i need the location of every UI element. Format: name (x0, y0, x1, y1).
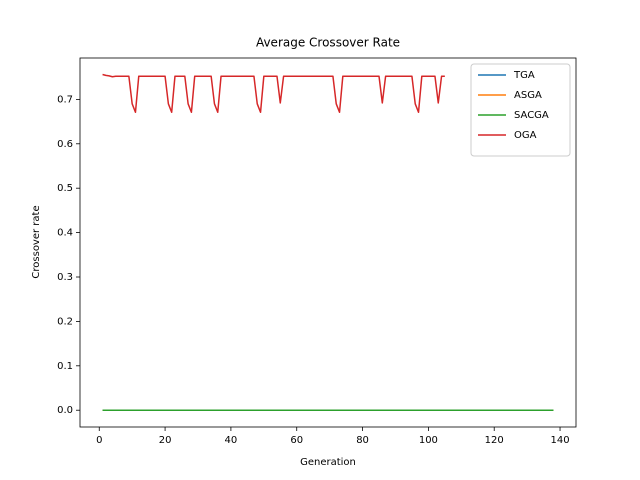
x-tick-label: 80 (356, 435, 369, 446)
series-line (102, 73, 445, 114)
legend-label: ASGA (514, 90, 542, 101)
y-tick-label: 0.4 (57, 228, 73, 239)
x-tick-label: 140 (550, 435, 569, 446)
x-tick-label: 100 (419, 435, 438, 446)
plot-frame (79, 57, 577, 428)
legend-label: SACGA (514, 110, 549, 121)
legend-label: TGA (513, 70, 535, 81)
legend: TGA ASGA SACGA OGA (470, 63, 571, 157)
x-tick-label: 120 (485, 435, 504, 446)
x-tick-label: 40 (225, 435, 238, 446)
y-axis-label: Crossover rate (31, 205, 42, 278)
y-tick-label: 0.3 (57, 272, 73, 283)
legend-box (470, 63, 571, 157)
y-tick-label: 0.5 (57, 183, 73, 194)
x-tick-label: 0 (96, 435, 102, 446)
chart-title: Average Crossover Rate (256, 36, 400, 50)
y-tick-label: 0.0 (57, 405, 73, 416)
x-tick-label: 60 (290, 435, 303, 446)
y-tick-label: 0.6 (57, 139, 73, 150)
x-axis-label: Generation (300, 457, 356, 468)
x-tick-label: 20 (159, 435, 172, 446)
legend-label: OGA (514, 130, 537, 141)
y-tick-label: 0.7 (57, 94, 73, 105)
y-tick-label: 0.1 (57, 361, 73, 372)
y-tick-label: 0.2 (57, 316, 73, 327)
